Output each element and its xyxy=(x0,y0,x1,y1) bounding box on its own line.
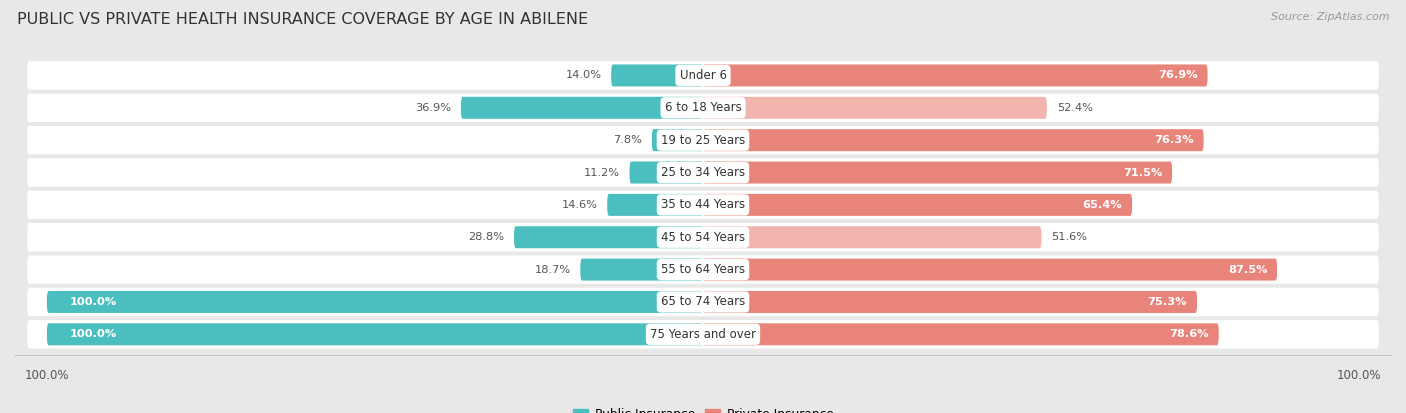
FancyBboxPatch shape xyxy=(46,323,703,345)
Text: 19 to 25 Years: 19 to 25 Years xyxy=(661,134,745,147)
Legend: Public Insurance, Private Insurance: Public Insurance, Private Insurance xyxy=(568,404,838,413)
FancyBboxPatch shape xyxy=(703,291,1197,313)
Text: 78.6%: 78.6% xyxy=(1170,329,1209,339)
FancyBboxPatch shape xyxy=(703,259,1277,280)
Text: 100.0%: 100.0% xyxy=(70,297,117,307)
Text: PUBLIC VS PRIVATE HEALTH INSURANCE COVERAGE BY AGE IN ABILENE: PUBLIC VS PRIVATE HEALTH INSURANCE COVER… xyxy=(17,12,588,27)
FancyBboxPatch shape xyxy=(27,223,1379,252)
FancyBboxPatch shape xyxy=(581,259,703,280)
FancyBboxPatch shape xyxy=(703,64,1208,86)
FancyBboxPatch shape xyxy=(612,64,703,86)
FancyBboxPatch shape xyxy=(27,320,1379,349)
FancyBboxPatch shape xyxy=(703,194,1132,216)
Text: 6 to 18 Years: 6 to 18 Years xyxy=(665,101,741,114)
Text: 76.3%: 76.3% xyxy=(1154,135,1194,145)
Text: 11.2%: 11.2% xyxy=(583,168,620,178)
Text: 65 to 74 Years: 65 to 74 Years xyxy=(661,295,745,309)
FancyBboxPatch shape xyxy=(703,97,1047,119)
FancyBboxPatch shape xyxy=(461,97,703,119)
FancyBboxPatch shape xyxy=(703,129,1204,151)
Text: 71.5%: 71.5% xyxy=(1123,168,1163,178)
FancyBboxPatch shape xyxy=(703,161,1173,183)
FancyBboxPatch shape xyxy=(630,161,703,183)
FancyBboxPatch shape xyxy=(27,61,1379,90)
Text: 36.9%: 36.9% xyxy=(415,103,451,113)
Text: 52.4%: 52.4% xyxy=(1057,103,1092,113)
Text: 87.5%: 87.5% xyxy=(1227,265,1267,275)
Text: 14.0%: 14.0% xyxy=(565,71,602,81)
Text: 18.7%: 18.7% xyxy=(534,265,571,275)
Text: 45 to 54 Years: 45 to 54 Years xyxy=(661,231,745,244)
FancyBboxPatch shape xyxy=(515,226,703,248)
Text: 76.9%: 76.9% xyxy=(1159,71,1198,81)
Text: 55 to 64 Years: 55 to 64 Years xyxy=(661,263,745,276)
Text: Source: ZipAtlas.com: Source: ZipAtlas.com xyxy=(1271,12,1389,22)
Text: 75.3%: 75.3% xyxy=(1147,297,1187,307)
Text: 51.6%: 51.6% xyxy=(1052,232,1087,242)
FancyBboxPatch shape xyxy=(46,291,703,313)
FancyBboxPatch shape xyxy=(27,288,1379,316)
Text: 65.4%: 65.4% xyxy=(1083,200,1122,210)
Text: 28.8%: 28.8% xyxy=(468,232,505,242)
Text: 75 Years and over: 75 Years and over xyxy=(650,328,756,341)
FancyBboxPatch shape xyxy=(27,126,1379,154)
FancyBboxPatch shape xyxy=(27,94,1379,122)
FancyBboxPatch shape xyxy=(27,191,1379,219)
Text: 100.0%: 100.0% xyxy=(70,329,117,339)
Text: 25 to 34 Years: 25 to 34 Years xyxy=(661,166,745,179)
FancyBboxPatch shape xyxy=(703,226,1042,248)
FancyBboxPatch shape xyxy=(27,158,1379,187)
Text: 14.6%: 14.6% xyxy=(561,200,598,210)
FancyBboxPatch shape xyxy=(607,194,703,216)
Text: 35 to 44 Years: 35 to 44 Years xyxy=(661,198,745,211)
FancyBboxPatch shape xyxy=(27,255,1379,284)
FancyBboxPatch shape xyxy=(652,129,703,151)
Text: 7.8%: 7.8% xyxy=(613,135,643,145)
FancyBboxPatch shape xyxy=(703,323,1219,345)
Text: Under 6: Under 6 xyxy=(679,69,727,82)
